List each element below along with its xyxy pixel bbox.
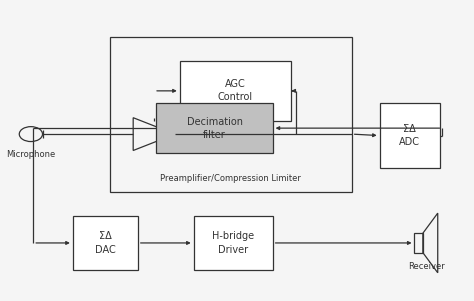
Text: AGC
Control: AGC Control <box>218 79 253 102</box>
Text: Receiver: Receiver <box>408 262 445 271</box>
Text: ΣΔ
DAC: ΣΔ DAC <box>95 231 116 255</box>
Bar <box>180 61 292 121</box>
Bar <box>110 37 352 192</box>
Text: Decimation
filter: Decimation filter <box>187 116 243 140</box>
Bar <box>73 216 138 270</box>
Text: Microphone: Microphone <box>6 150 55 160</box>
Bar <box>156 103 273 154</box>
Text: Preamplifier/Compression Limiter: Preamplifier/Compression Limiter <box>160 174 301 183</box>
Bar <box>194 216 273 270</box>
Text: H-bridge
Driver: H-bridge Driver <box>212 231 254 255</box>
Bar <box>414 233 423 253</box>
Text: ΣΔ
ADC: ΣΔ ADC <box>399 124 420 147</box>
Bar <box>380 103 440 168</box>
